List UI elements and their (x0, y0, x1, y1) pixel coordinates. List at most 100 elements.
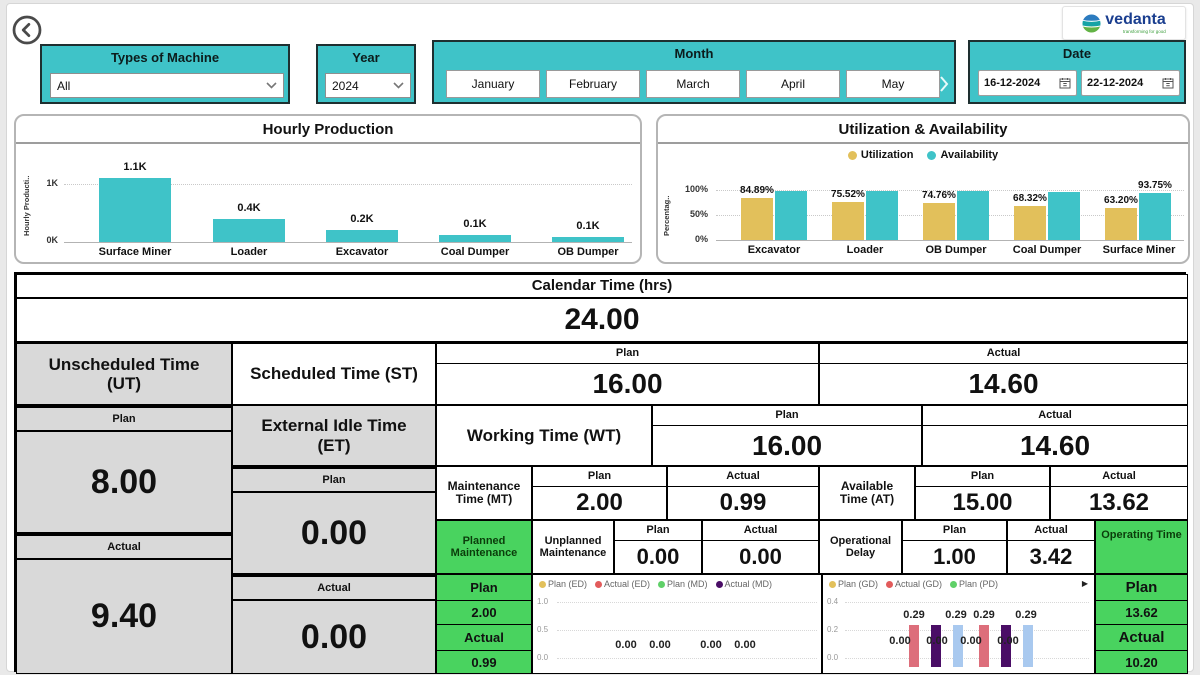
category-label: Surface Miner (1102, 244, 1176, 256)
plan-header: Plan (533, 467, 666, 487)
utilization-bar-ob-dumper[interactable] (923, 203, 955, 240)
month-button-january[interactable]: January (446, 70, 540, 98)
bar-surface-miner[interactable] (99, 178, 171, 242)
data-label: 0.00 (615, 639, 637, 651)
mini-chart-legend: Plan (ED) Actual (ED) Plan (MD) Actual (… (539, 579, 772, 589)
data-label: 0.29 (945, 609, 967, 621)
bar-actual-pd[interactable] (1023, 625, 1033, 667)
bar-coal-dumper[interactable] (439, 235, 511, 242)
month-filter: Month January February March April May (432, 40, 956, 104)
utilization-bar-loader[interactable] (832, 202, 864, 240)
ytick: 0.0 (827, 653, 839, 662)
bar-loader[interactable] (213, 219, 285, 242)
operational-delay-actual-value: 3.42 (1029, 543, 1073, 569)
machine-filter: Types of Machine All (40, 44, 290, 104)
month-scroll-right-button[interactable] (939, 76, 949, 97)
legend-label: Plan (MD) (667, 579, 708, 589)
ytick-100: 100% (684, 184, 708, 194)
available-plan-value: 15.00 (952, 488, 1013, 516)
category-label: Excavator (335, 246, 389, 258)
working-actual-value: 14.60 (1019, 429, 1091, 461)
scheduled-actual-value: 14.60 (968, 368, 1039, 400)
legend-label: Actual (MD) (724, 579, 773, 589)
month-button-march[interactable]: March (646, 70, 740, 98)
bar-excavator[interactable] (326, 230, 398, 242)
utilization-bar-surface-miner[interactable] (1105, 208, 1137, 240)
availability-bar-excavator[interactable] (775, 191, 807, 240)
unplanned-actual-value: 0.00 (739, 543, 782, 569)
month-button-february[interactable]: February (546, 70, 640, 98)
date-to-value: 22-12-2024 (1087, 77, 1144, 89)
back-button[interactable] (12, 15, 42, 45)
data-label: 0.00 (997, 635, 1019, 647)
utilization-bar-coal-dumper[interactable] (1014, 206, 1046, 240)
ytick-1k: 1K (46, 178, 58, 188)
calendar-icon (1059, 78, 1071, 89)
availability-bar-coal-dumper[interactable] (1048, 192, 1080, 240)
delay-chart-ed-md[interactable]: Plan (ED) Actual (ED) Plan (MD) Actual (… (532, 574, 822, 674)
plan-header: Plan (615, 521, 701, 541)
bar-actual-gd[interactable] (979, 625, 989, 667)
actual-header: Actual (437, 625, 531, 651)
maintenance-plan-cell: Plan 2.00 (532, 466, 667, 520)
actual-header: Actual (703, 521, 818, 541)
ytick: 0.2 (827, 625, 839, 634)
operational-delay-plan-cell: Plan 1.00 (902, 520, 1007, 574)
bar-value-label: 0.2K (350, 213, 374, 225)
data-label: 0.00 (734, 639, 756, 651)
legend-dot (886, 580, 894, 588)
utilization-availability-title: Utilization & Availability (658, 116, 1188, 144)
category-label: Coal Dumper (440, 246, 510, 258)
x-axis (716, 240, 1184, 241)
unscheduled-time-title: Unscheduled Time (UT) (16, 343, 232, 405)
bar-value-label: 74.76% (922, 190, 956, 201)
maintenance-plan-value: 2.00 (576, 488, 623, 516)
mini-chart-legend: Plan (GD) Actual (GD) Plan (PD) (829, 579, 998, 589)
machine-dropdown[interactable]: All (50, 73, 284, 98)
availability-legend-dot (927, 150, 937, 160)
bar-value-label: 68.32% (1013, 193, 1047, 204)
legend-scroll-right-icon[interactable]: ▶ (1081, 579, 1088, 588)
x-axis (64, 242, 632, 243)
actual-header: Actual (1051, 467, 1187, 487)
legend-dot (950, 580, 958, 588)
chevron-right-icon (940, 76, 949, 92)
year-dropdown[interactable]: 2024 (325, 73, 411, 98)
utilization-legend-label: Utilization (860, 149, 914, 161)
legend-label: Plan (GD) (838, 579, 879, 589)
scheduled-actual-cell: Actual 14.60 (819, 343, 1188, 405)
calendar-time-header: Calendar Time (hrs) (16, 274, 1188, 298)
legend-dot (715, 580, 723, 588)
data-label: 0.29 (1015, 609, 1037, 621)
actual-header: Actual (820, 344, 1187, 364)
gridline (716, 190, 1184, 191)
category-label: Loader (230, 246, 268, 258)
unscheduled-actual-header: Actual (16, 533, 232, 559)
date-to-input[interactable]: 22-12-2024 (1081, 70, 1180, 96)
date-from-input[interactable]: 16-12-2024 (978, 70, 1077, 96)
bar-actual-md[interactable] (931, 625, 941, 667)
legend-dot (829, 580, 836, 588)
unplanned-actual-cell: Actual 0.00 (702, 520, 819, 574)
hourly-production-chart: Hourly Production Hourly Producti.. 1K 0… (14, 114, 642, 264)
working-actual-cell: Actual 14.60 (922, 405, 1188, 466)
gridline (845, 630, 1089, 631)
utilization-bar-excavator[interactable] (741, 198, 773, 240)
bar-actual-pd[interactable] (953, 625, 963, 667)
category-label: Surface Miner (98, 246, 172, 258)
bar-value-label: 63.20% (1104, 195, 1138, 206)
available-actual-cell: Actual 13.62 (1050, 466, 1188, 520)
month-filter-label: Month (674, 46, 714, 61)
month-button-april[interactable]: April (746, 70, 840, 98)
availability-bar-ob-dumper[interactable] (957, 191, 989, 240)
bar-ob-dumper[interactable] (552, 237, 624, 242)
external-idle-time-title: External Idle Time (ET) (232, 405, 436, 466)
availability-bar-loader[interactable] (866, 191, 898, 240)
gridline (845, 658, 1089, 659)
availability-bar-surface-miner[interactable] (1139, 193, 1171, 240)
ytick-0: 0% (694, 234, 708, 244)
bar-actual-md[interactable] (1001, 625, 1011, 667)
month-button-may[interactable]: May (846, 70, 940, 98)
delay-chart-gd-pd[interactable]: Plan (GD) Actual (GD) Plan (PD) ▶ 0.4 0.… (822, 574, 1095, 674)
bar-actual-gd[interactable] (909, 625, 919, 667)
